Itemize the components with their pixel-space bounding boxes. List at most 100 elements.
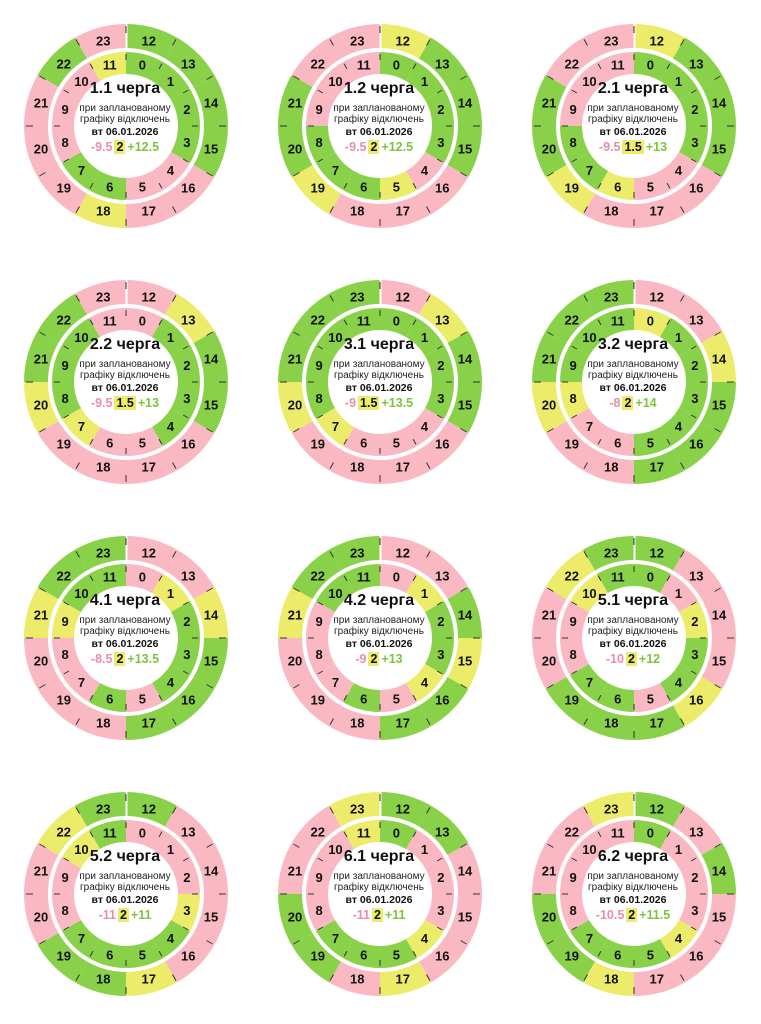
on-hours: +14 — [635, 396, 657, 410]
off-hours: -8.5 — [90, 652, 113, 666]
hour-segment-9 — [306, 345, 335, 382]
hour-label: 4 — [421, 675, 429, 690]
hour-segment-11 — [597, 308, 634, 337]
hour-label: 11 — [357, 314, 371, 329]
chart-center: 4.2 черга при запланованому графіку відкл… — [317, 592, 441, 667]
hour-segment-16 — [165, 933, 215, 983]
hour-label: 16 — [435, 693, 449, 708]
hour-label: 21 — [34, 352, 48, 367]
tick-mark — [172, 295, 177, 302]
chart-center: 5.1 черга при запланованому графіку відкл… — [571, 592, 695, 667]
hour-label: 20 — [34, 909, 48, 924]
hour-segment-9 — [52, 89, 81, 126]
hour-segment-8 — [560, 126, 589, 163]
tick-mark — [317, 414, 324, 419]
ring-gap — [125, 534, 128, 562]
hour-segment-15 — [193, 894, 228, 945]
hour-label: 23 — [350, 545, 364, 560]
tick-mark — [597, 575, 602, 582]
hour-segment-10 — [315, 317, 354, 356]
hour-label: 21 — [288, 96, 302, 111]
hour-label: 23 — [604, 801, 618, 816]
chart-subtitle: при запланованому графіку відключень — [333, 871, 425, 893]
tick-mark — [426, 295, 431, 302]
hour-segment-2 — [171, 89, 200, 126]
hour-segment-2 — [679, 857, 708, 894]
hour-segment-0 — [380, 820, 417, 849]
hour-label: 6 — [614, 947, 621, 962]
tick-mark — [426, 718, 431, 725]
off-hours: -9.5 — [90, 396, 113, 410]
hour-label: 17 — [142, 716, 156, 731]
ring-separator — [303, 561, 457, 715]
maybe-hours: 2 — [622, 396, 634, 410]
hour-segment-5 — [126, 171, 163, 200]
tick-mark — [597, 950, 602, 957]
hour-segment-14 — [447, 587, 482, 638]
hour-label: 9 — [62, 614, 69, 629]
hour-label: 14 — [712, 96, 727, 111]
tick-mark — [158, 950, 163, 957]
hour-segment-6 — [89, 171, 126, 200]
hour-label: 8 — [316, 391, 323, 406]
hour-label: 2 — [183, 870, 190, 885]
hour-label: 0 — [647, 570, 654, 585]
ring-separator — [557, 305, 711, 459]
tick-mark — [412, 950, 417, 957]
ring-separator — [49, 305, 203, 459]
hour-label: 12 — [650, 801, 664, 816]
hour-segment-3 — [171, 638, 200, 675]
ring-gap — [633, 22, 636, 50]
hour-label: 23 — [350, 289, 364, 304]
hour-segment-3 — [425, 382, 454, 419]
hour-segment-5 — [634, 939, 671, 968]
tick-mark — [63, 601, 70, 606]
hour-label: 8 — [62, 647, 69, 662]
hour-label: 4 — [421, 931, 429, 946]
hour-label: 22 — [565, 568, 579, 583]
hour-segment-22 — [37, 37, 87, 87]
hours-summary: -9 1.5 +13.5 — [317, 396, 441, 411]
hour-label: 13 — [689, 824, 703, 839]
tick-mark — [666, 575, 671, 582]
hour-label: 23 — [96, 33, 110, 48]
hour-label: 8 — [316, 647, 323, 662]
hour-label: 9 — [316, 102, 323, 117]
hour-segment-2 — [679, 89, 708, 126]
hour-segment-12 — [126, 280, 177, 315]
hour-label: 18 — [604, 460, 618, 475]
hour-label: 16 — [181, 437, 195, 452]
hour-label: 7 — [78, 163, 85, 178]
tick-mark — [412, 575, 417, 582]
hour-segment-11 — [597, 564, 634, 593]
hour-label: 16 — [181, 181, 195, 196]
hour-label: 10 — [582, 74, 596, 89]
hour-segment-9 — [560, 857, 589, 894]
hour-label: 8 — [62, 903, 69, 918]
hour-segment-0 — [634, 308, 671, 337]
hour-segment-15 — [193, 638, 228, 689]
chart-subtitle: при запланованому графіку відключень — [333, 615, 425, 637]
hour-label: 1 — [675, 842, 682, 857]
queue-title: 4.2 черга — [343, 592, 415, 609]
tick-mark — [571, 414, 578, 419]
tick-mark — [583, 295, 588, 302]
tick-mark — [89, 831, 94, 838]
queue-title: 2.1 черга — [597, 80, 669, 97]
hour-segment-8 — [306, 894, 335, 931]
hour-segment-23 — [75, 24, 126, 59]
hour-segment-23 — [583, 536, 634, 571]
hour-segment-11 — [343, 308, 380, 337]
hour-segment-6 — [343, 939, 380, 968]
tick-mark — [571, 670, 578, 675]
hour-label: 6 — [106, 435, 113, 450]
hour-label: 21 — [288, 352, 302, 367]
hour-segment-5 — [634, 427, 671, 456]
hour-segment-10 — [569, 573, 608, 612]
hour-label: 17 — [650, 716, 664, 731]
hour-label: 22 — [57, 568, 71, 583]
tick-mark — [206, 428, 213, 433]
chart-date: вт 06.01.2026 — [345, 638, 413, 650]
